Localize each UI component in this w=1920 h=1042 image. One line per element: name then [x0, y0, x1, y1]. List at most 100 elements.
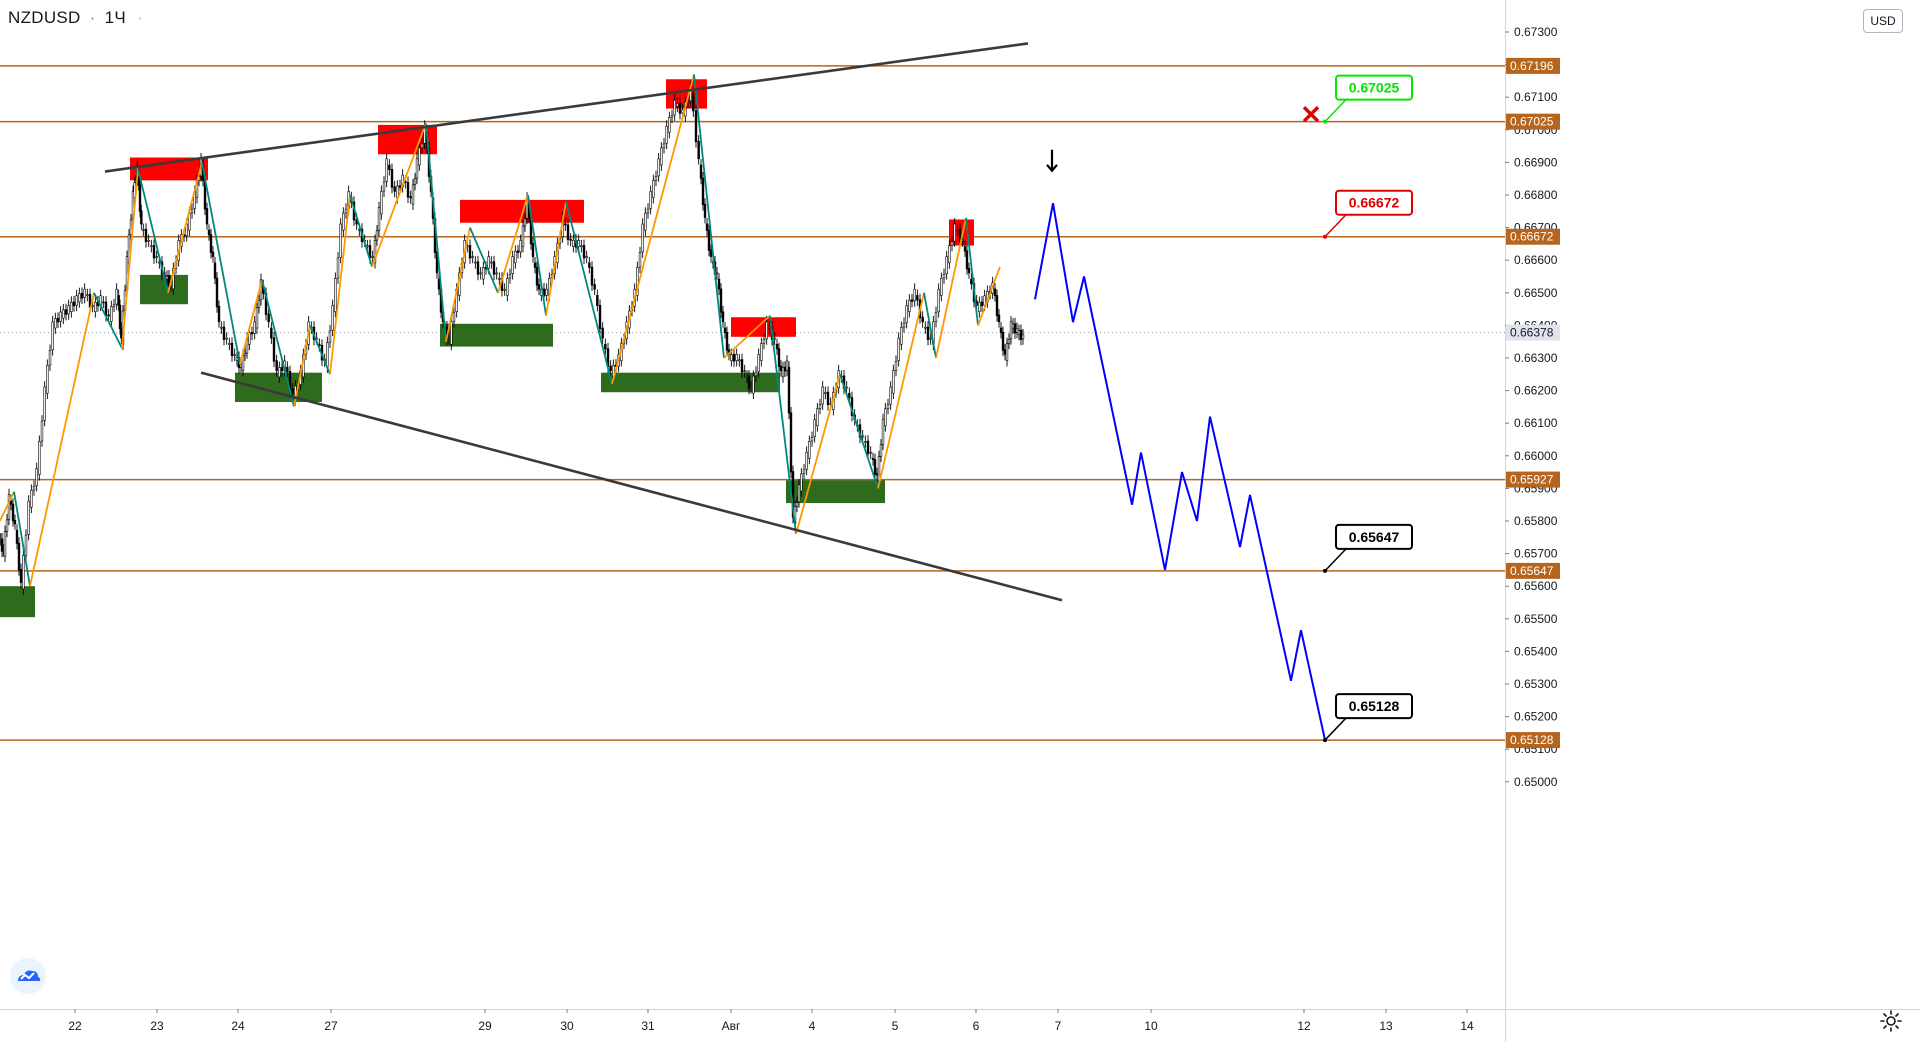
candle-body [140, 210, 143, 225]
candle-body [590, 266, 594, 286]
current-price-label: 0.66378 [1510, 326, 1554, 340]
candle-body [233, 354, 236, 356]
candle-body [519, 240, 522, 253]
callout-box [1335, 189, 1413, 216]
candle-body [239, 363, 243, 368]
time-tick-label: 7 [1055, 1019, 1062, 1033]
candle-body [942, 274, 946, 279]
candle-body [511, 256, 514, 274]
candle-body [980, 301, 984, 307]
candle-body [155, 256, 158, 258]
candle-body [697, 140, 700, 160]
candle-body [56, 317, 60, 323]
zigzag-segment [497, 194, 529, 294]
candle-body [699, 164, 703, 179]
zigzag-segment [445, 227, 471, 342]
price-tick-label: 0.65600 [1514, 579, 1558, 593]
price-tick-label: 0.66200 [1514, 384, 1558, 398]
candle-body [490, 261, 493, 264]
symbol-header[interactable]: NZDUSD · 1Ч · [8, 8, 143, 28]
candle-body [209, 234, 213, 253]
stop-x-icon [1302, 105, 1320, 123]
candle-body [228, 343, 231, 345]
candle-body [390, 169, 394, 188]
currency-button[interactable]: USD [1863, 9, 1903, 33]
candle-body [24, 534, 28, 556]
zigzag-segment [293, 325, 311, 408]
candle-body [886, 404, 890, 409]
candle-body [810, 437, 814, 442]
candle-body [723, 327, 727, 333]
supply-zone [460, 199, 584, 223]
level-badge-label: 0.66672 [1510, 230, 1554, 244]
candle-body [275, 360, 278, 372]
candle-body [781, 367, 785, 378]
candle-body [916, 295, 919, 301]
candle-body [897, 337, 900, 361]
candle-body [805, 451, 808, 470]
candle-body [27, 500, 30, 535]
zigzag-segment [239, 279, 263, 365]
zigzag-segment [923, 292, 937, 359]
symbol-name: NZDUSD [8, 8, 81, 27]
candle-body [235, 357, 239, 361]
candle-body [956, 229, 959, 231]
zigzag-segment [425, 123, 447, 342]
candle-body [217, 305, 221, 323]
candle-body [165, 275, 169, 280]
zigzag-segment [167, 162, 203, 294]
candle-body [380, 191, 383, 215]
candle-body [871, 458, 875, 461]
down-arrow-icon [1046, 149, 1058, 173]
candle-body [482, 267, 485, 280]
candle-body [902, 322, 906, 328]
candle-body [725, 332, 729, 351]
candle-body [881, 419, 885, 445]
candle-body [873, 459, 877, 475]
candle-body [102, 301, 105, 304]
candle-body [393, 186, 396, 192]
zigzag-segment [13, 491, 31, 587]
candle-body [67, 305, 70, 315]
zigzag-segment [137, 168, 169, 294]
candle-body [250, 332, 254, 335]
candle-body [564, 223, 567, 226]
candle-body [59, 311, 62, 322]
callout-pointer [1324, 214, 1347, 238]
candle-body [795, 502, 799, 507]
candle-body [211, 251, 215, 257]
candle-body [707, 229, 711, 251]
candle-body [213, 262, 217, 279]
candle-body [824, 392, 827, 394]
demand-zone [601, 372, 780, 393]
zigzag-segment [769, 315, 797, 535]
demand-zone [235, 372, 322, 403]
candle-body [1019, 329, 1023, 340]
candle-body [821, 386, 824, 405]
zigzag-segment [29, 292, 95, 587]
tradingview-logo-icon[interactable] [10, 958, 46, 994]
candle-body [375, 230, 379, 241]
price-axis-panel [1505, 0, 1920, 1042]
time-tick-label: 5 [892, 1019, 899, 1033]
candle-body [142, 229, 145, 231]
candle-body [676, 103, 679, 107]
candle-body [215, 277, 219, 308]
candle-body [334, 278, 337, 313]
candle-body [420, 143, 424, 148]
candle-body [694, 110, 698, 143]
zigzag-segment [693, 74, 725, 359]
candle-body [406, 182, 410, 198]
candle-body [535, 266, 539, 286]
time-tick-label: 22 [68, 1019, 82, 1033]
price-tick-label: 0.65000 [1514, 775, 1558, 789]
callout-anchor [1323, 738, 1327, 743]
candle-body [995, 295, 999, 316]
candle-body [118, 304, 122, 329]
settings-gear-icon[interactable] [1878, 1008, 1904, 1034]
candle-body [377, 207, 381, 231]
candle-body [703, 203, 707, 218]
candle-body [418, 147, 421, 166]
